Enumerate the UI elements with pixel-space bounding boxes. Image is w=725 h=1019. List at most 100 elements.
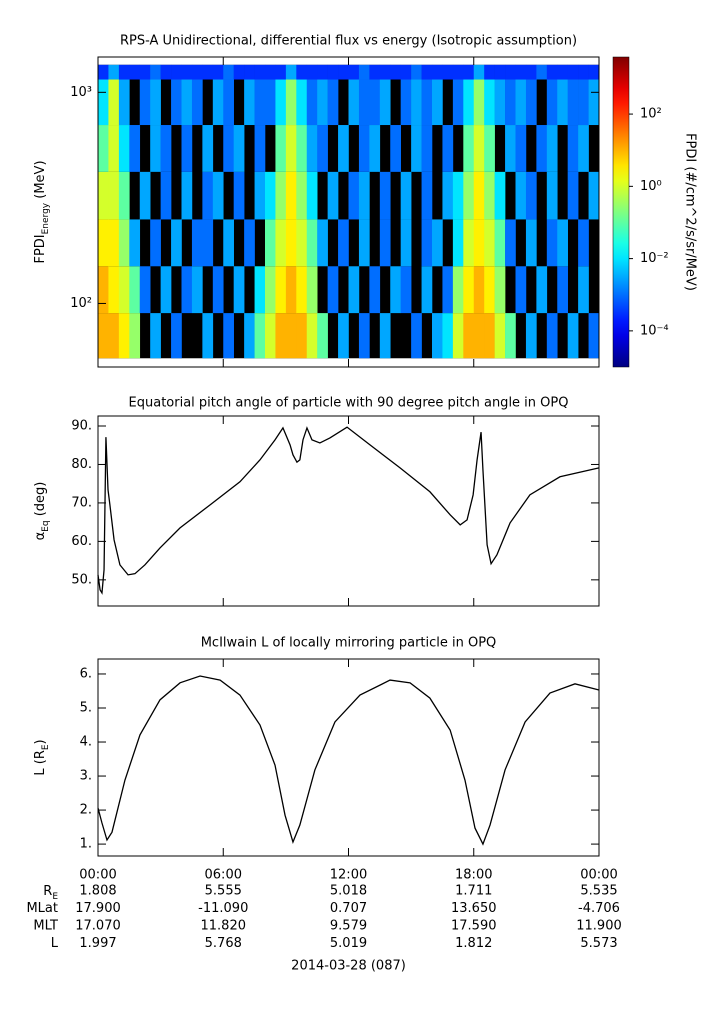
label-part: ) (33, 739, 48, 744)
cell (473, 313, 485, 359)
cell (202, 171, 214, 220)
colorbar-tick-label: 10⁰ (640, 179, 662, 194)
cell (296, 266, 308, 314)
cell (505, 125, 516, 172)
cell (379, 313, 391, 359)
y-tick-label: 10³ (70, 85, 92, 100)
cell (432, 64, 443, 80)
cell (118, 125, 130, 172)
cell (139, 266, 151, 314)
ephemeris-value: 11.900 (576, 919, 622, 934)
cell (254, 64, 266, 80)
cell (317, 125, 328, 172)
y-tick-label: 70. (71, 495, 92, 510)
cell (567, 313, 579, 359)
cell (494, 219, 506, 267)
cell (98, 79, 109, 126)
cell (557, 79, 568, 126)
cell (118, 313, 130, 359)
cell (139, 79, 151, 126)
cell (400, 79, 412, 126)
ephemeris-value: 13.650 (451, 901, 497, 916)
cell (390, 266, 401, 314)
cell (484, 64, 495, 80)
cell (358, 313, 370, 359)
cell (525, 171, 537, 220)
cell (369, 125, 381, 172)
cell (327, 64, 339, 80)
cell (118, 64, 130, 80)
cell (567, 171, 579, 220)
colorbar-tick-label: 10⁻² (640, 251, 669, 266)
cell (317, 219, 328, 267)
cell (452, 64, 464, 80)
date-label: 2014-03-28 (087) (291, 959, 406, 974)
cell (296, 64, 308, 80)
cell (505, 313, 516, 359)
x-tick-label: 18:00 (455, 868, 492, 883)
cell (171, 79, 182, 126)
label-part: Eq (41, 520, 51, 531)
cell (285, 125, 297, 172)
cell (296, 125, 308, 172)
cell (202, 125, 214, 172)
cell (463, 219, 475, 267)
cell (567, 64, 579, 80)
cell (442, 266, 454, 314)
cell (348, 171, 360, 220)
cell (223, 313, 234, 359)
cell (515, 171, 527, 220)
cell (118, 219, 130, 267)
cell (432, 313, 443, 359)
cell (244, 79, 255, 126)
cell (546, 125, 558, 172)
cell (150, 125, 161, 172)
cell (473, 219, 485, 267)
cell (432, 219, 443, 267)
cell (588, 171, 600, 220)
cell (358, 171, 370, 220)
y-tick-label: 2. (80, 803, 92, 818)
cell (317, 79, 328, 126)
cell (265, 313, 276, 359)
cell (98, 219, 109, 267)
cell (505, 219, 516, 267)
x-tick-label: 00:00 (79, 868, 116, 883)
cell (379, 171, 391, 220)
cell (505, 64, 516, 80)
cell (379, 64, 391, 80)
ephemeris-value: 5.535 (580, 884, 617, 899)
cell (546, 219, 558, 267)
cell (244, 64, 255, 80)
cell (306, 64, 318, 80)
cell (108, 219, 120, 267)
cell (191, 266, 203, 314)
ephemeris-value: 1.997 (79, 936, 116, 951)
cell (588, 64, 600, 80)
cell (578, 64, 589, 80)
cell (557, 64, 568, 80)
cell (525, 219, 537, 267)
label-part: (MeV) (33, 160, 48, 202)
cell (191, 219, 203, 267)
cell (108, 64, 120, 80)
cell (139, 171, 151, 220)
cell (358, 125, 370, 172)
cell (327, 266, 339, 314)
cell (379, 79, 391, 126)
cell (400, 266, 412, 314)
cell (557, 266, 568, 314)
cell (338, 64, 349, 80)
cell (98, 313, 109, 359)
x-tick-label: 00:00 (580, 868, 617, 883)
cell (369, 266, 381, 314)
cell (108, 266, 120, 314)
label-part: L (R (33, 750, 48, 775)
cell (515, 64, 527, 80)
cell (369, 79, 381, 126)
x-tick-label: 12:00 (330, 868, 367, 883)
label-part: R (43, 884, 52, 899)
cell (442, 125, 454, 172)
cell (494, 171, 506, 220)
ephemeris-row-label: RE (43, 884, 58, 902)
